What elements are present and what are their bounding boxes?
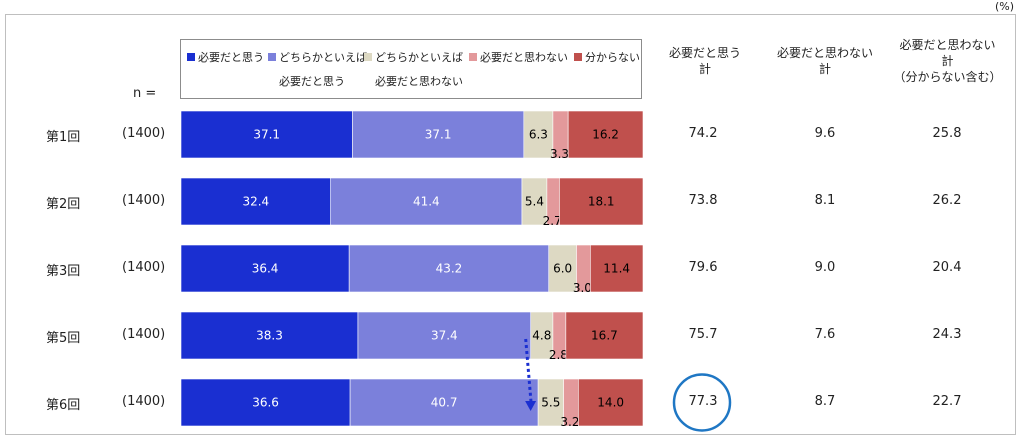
bar-value-label: 16.7 xyxy=(591,329,618,343)
bar-segment xyxy=(565,311,644,360)
bar-segment xyxy=(548,244,577,293)
total-value-not-necessary-incl-unknown: 26.2 xyxy=(932,192,962,208)
column-header-necessary-total: 必要だと思う 計 xyxy=(668,46,741,76)
legend-item-unnecessary: 必要だと思わない xyxy=(469,49,568,65)
row-n-value: (1400) xyxy=(122,393,166,409)
bar-segment xyxy=(180,378,351,427)
bar-segment xyxy=(523,110,554,159)
bar-value-label: 43.2 xyxy=(436,262,463,276)
total-value-not-necessary-incl-unknown: 20.4 xyxy=(932,259,962,275)
bar-segment xyxy=(559,177,644,226)
legend-swatch xyxy=(187,53,195,61)
row-label: 第6回 xyxy=(46,397,81,413)
total-value-not-necessary-total: 9.6 xyxy=(814,125,836,141)
bar-segment xyxy=(180,311,359,360)
trend-arrow-head xyxy=(525,401,537,411)
bar-value-label: 36.4 xyxy=(252,262,279,276)
total-value-necessary-total: 77.3 xyxy=(688,393,718,409)
bar-value-label: 37.1 xyxy=(425,128,452,142)
unit-label: (%) xyxy=(994,0,1014,13)
bar-value-label: 3.2 xyxy=(560,415,579,429)
bar-value-label: 5.5 xyxy=(541,396,560,410)
row-label: 第2回 xyxy=(46,196,81,212)
row-label: 第1回 xyxy=(46,129,81,145)
legend-item-somewhat-necessary-line2: 必要だと思う xyxy=(279,75,345,88)
total-value-not-necessary-incl-unknown: 22.7 xyxy=(932,393,962,409)
row-n-value: (1400) xyxy=(122,259,166,275)
bar-segment xyxy=(349,378,539,427)
row-n-value: (1400) xyxy=(122,192,166,208)
total-value-not-necessary-total: 9.0 xyxy=(814,259,836,275)
bar-segment xyxy=(521,177,548,226)
bar-value-label: 14.0 xyxy=(597,396,624,410)
bar-value-label: 38.3 xyxy=(256,329,283,343)
column-header-not-necessary-incl-unknown: 必要だと思わない 計 （分からない含む） xyxy=(893,38,1002,84)
total-value-necessary-total: 75.7 xyxy=(688,326,718,342)
bar-segment xyxy=(352,110,525,159)
bar-value-label: 2.8 xyxy=(549,348,568,362)
bar-value-label: 36.6 xyxy=(252,396,279,410)
bar-value-label: 16.2 xyxy=(592,128,619,142)
column-header-not-necessary-total: 必要だと思わない 計 xyxy=(776,46,873,76)
legend-swatch xyxy=(364,53,372,61)
bar-segment xyxy=(180,244,350,293)
total-value-not-necessary-incl-unknown: 24.3 xyxy=(932,326,962,342)
legend-item-somewhat-unnecessary: どちらかといえば xyxy=(364,49,463,65)
row-n-value: (1400) xyxy=(122,125,166,141)
bar-segment xyxy=(590,244,644,293)
bar-segment xyxy=(578,378,644,427)
legend: 必要だと思う どちらかといえば 必要だと思う どちらかといえば 必要だと思わない… xyxy=(180,39,642,99)
bar-segment xyxy=(567,110,644,159)
bar-value-label: 6.3 xyxy=(529,128,548,142)
total-value-necessary-total: 79.6 xyxy=(688,259,718,275)
total-value-not-necessary-total: 7.6 xyxy=(814,326,836,342)
row-label: 第5回 xyxy=(46,330,81,346)
legend-item-unknown: 分からない xyxy=(574,49,640,65)
total-value-not-necessary-total: 8.1 xyxy=(814,192,836,208)
bar-value-label: 3.0 xyxy=(573,281,592,295)
row-label: 第3回 xyxy=(46,263,81,279)
bar-value-label: 6.0 xyxy=(553,262,572,276)
bar-value-label: 37.1 xyxy=(253,128,280,142)
bar-value-label: 11.4 xyxy=(603,262,630,276)
trend-arrow-line xyxy=(524,338,533,404)
total-value-not-necessary-total: 8.7 xyxy=(814,393,836,409)
bar-value-label: 41.4 xyxy=(413,195,440,209)
bar-value-label: 37.4 xyxy=(431,329,458,343)
bar-value-label: 18.1 xyxy=(588,195,615,209)
total-value-necessary-total: 73.8 xyxy=(688,192,718,208)
bar-segment xyxy=(537,378,564,427)
bar-segment xyxy=(180,110,353,159)
legend-item-necessary: 必要だと思う xyxy=(187,49,264,65)
bar-segment xyxy=(180,177,331,226)
bar-segment xyxy=(348,244,550,293)
highlight-circle xyxy=(672,373,732,432)
bar-value-label: 2.7 xyxy=(543,214,562,228)
bar-value-label: 3.3 xyxy=(550,147,569,161)
bar-segment xyxy=(330,177,523,226)
legend-swatch xyxy=(574,53,582,61)
chart-frame xyxy=(5,14,1016,435)
legend-item-somewhat-unnecessary-line2: 必要だと思わない xyxy=(375,75,463,88)
row-n-value: (1400) xyxy=(122,326,166,342)
legend-swatch xyxy=(268,53,276,61)
legend-swatch xyxy=(469,53,477,61)
bar-value-label: 32.4 xyxy=(242,195,269,209)
bar-value-label: 5.4 xyxy=(525,195,544,209)
total-value-not-necessary-incl-unknown: 25.8 xyxy=(932,125,962,141)
bar-value-label: 4.8 xyxy=(532,329,551,343)
total-value-necessary-total: 74.2 xyxy=(688,125,718,141)
legend-item-somewhat-necessary: どちらかといえば xyxy=(268,49,367,65)
bar-value-label: 40.7 xyxy=(431,396,458,410)
n-header: n = xyxy=(133,86,157,101)
bar-segment xyxy=(357,311,532,360)
